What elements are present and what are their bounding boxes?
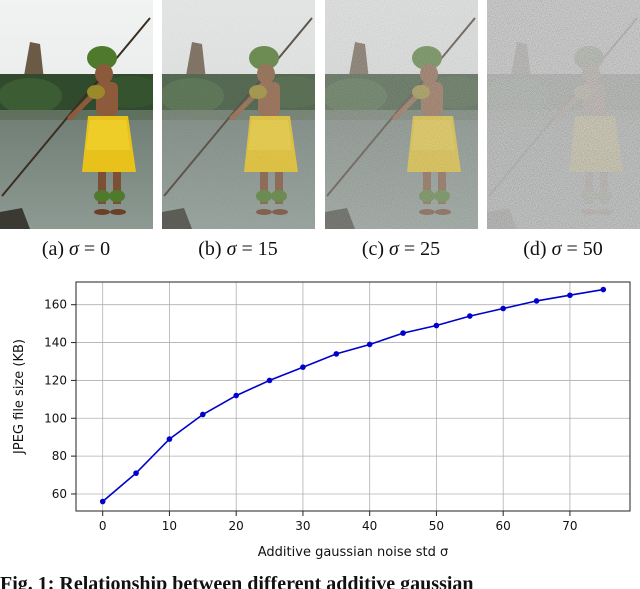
data-point-75 — [600, 286, 607, 293]
x-tick-label-10: 10 — [162, 519, 177, 533]
data-point-55 — [467, 313, 473, 319]
x-tick-label-40: 40 — [362, 519, 377, 533]
data-point-0 — [99, 498, 106, 505]
x-tick-label-0: 0 — [99, 519, 107, 533]
series-line — [102, 288, 604, 503]
data-point-65 — [533, 298, 540, 304]
data-point-15 — [200, 411, 206, 418]
plot-frame — [75, 281, 631, 512]
y-axis-ticks: 60 80 100 120 140 160 — [44, 298, 76, 501]
data-point-10 — [166, 436, 173, 442]
x-tick-label-60: 60 — [496, 519, 511, 533]
y-tick-label-80: 80 — [52, 449, 67, 463]
photo-panel-sigma-0 — [0, 0, 153, 229]
y-tick-label-140: 140 — [44, 336, 67, 350]
data-point-70 — [567, 292, 573, 299]
panel-caption-c: (c) σ = 25 — [361, 238, 441, 260]
photo-panel-sigma-15 — [162, 0, 315, 229]
x-axis-ticks: 0 10 20 30 40 50 60 70 — [99, 511, 578, 533]
data-point-45 — [400, 330, 406, 336]
data-point-60 — [500, 305, 506, 312]
file-size-line-chart: 0 10 20 30 40 50 60 70 60 80 100 120 140 160 Additiv… — [12, 281, 631, 560]
data-point-5 — [133, 470, 139, 476]
x-tick-label-70: 70 — [562, 519, 577, 533]
photo-panel-sigma-50 — [487, 0, 640, 229]
panel-caption-b: (b) σ = 15 — [198, 238, 278, 260]
photo-panel-sigma-25 — [325, 0, 478, 229]
y-tick-label-120: 120 — [44, 373, 67, 387]
series-points — [99, 286, 607, 505]
y-tick-label-60: 60 — [52, 487, 67, 501]
data-point-35 — [333, 351, 340, 357]
image-panels: (a) σ = 0 (b) σ = 15 (c) σ = 25 (d) σ = … — [0, 0, 640, 266]
y-axis-label: JPEG file size (KB) — [12, 339, 27, 455]
x-tick-label-30: 30 — [295, 519, 310, 533]
y-tick-label-100: 100 — [44, 411, 67, 425]
figure-caption: Fig. 1: Relationship between different a… — [0, 573, 474, 589]
chart-grid — [76, 282, 630, 511]
y-tick-label-160: 160 — [44, 298, 67, 312]
panel-caption-a: (a) σ = 0 — [41, 238, 111, 260]
data-point-20 — [233, 392, 239, 399]
x-tick-label-50: 50 — [429, 519, 444, 533]
data-point-25 — [266, 377, 273, 384]
panel-caption-d: (d) σ = 50 — [523, 238, 603, 260]
data-point-40 — [366, 341, 373, 348]
data-point-50 — [433, 322, 440, 329]
data-point-30 — [300, 364, 306, 370]
x-tick-label-20: 20 — [229, 519, 244, 533]
x-axis-label: Additive gaussian noise std σ — [258, 545, 448, 560]
